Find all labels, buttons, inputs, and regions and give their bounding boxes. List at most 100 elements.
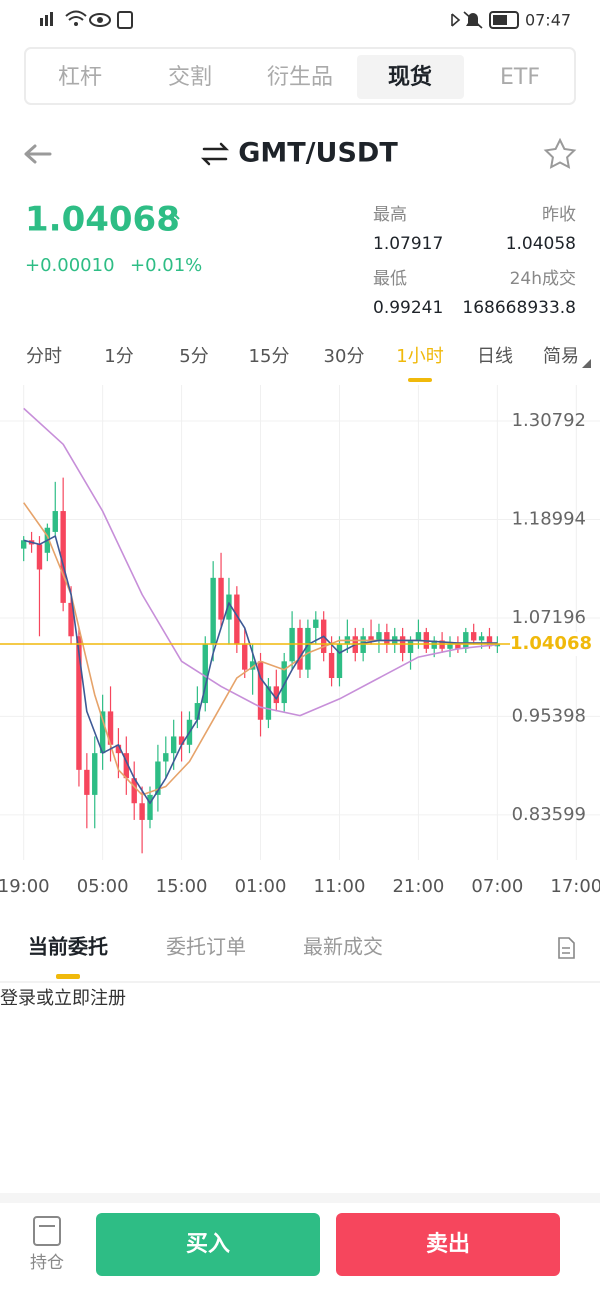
candle-body [155,761,161,795]
login-prompt[interactable]: 登录或立即注册 [0,988,126,1009]
back-button[interactable] [24,144,52,164]
interval-tab[interactable]: 30分 [324,346,365,367]
candle-body [376,632,382,641]
order-tab[interactable]: 委托订单 [166,935,246,959]
candle-body [281,661,287,704]
stat-value: 1.07917 [373,234,443,254]
order-tabs: 当前委托 委托订单 最新成交 [28,935,383,979]
candle-body [92,753,98,795]
candle-body [313,619,319,628]
candle-body [273,686,280,704]
candle-body [407,640,414,653]
candle-body [455,644,461,649]
price-change-percent: +0.01% [130,255,202,276]
candle-body [178,736,185,745]
candle-body [107,711,114,745]
market-tab[interactable]: ETF [500,65,540,90]
order-tab[interactable]: 最新成交 [303,935,383,959]
stat-label: 最低 [373,269,407,289]
candle-body [52,511,58,532]
candle-body [147,794,153,820]
candle-body [265,686,272,720]
orders-icon[interactable] [558,937,575,959]
moving-average-line [23,535,498,804]
candle-body [328,652,335,679]
interval-tab[interactable]: 1分 [104,346,133,367]
y-tick-label: 1.07196 [512,607,586,628]
market-tab[interactable]: 杠杆 [58,65,102,90]
stat-label: 昨收 [542,205,576,225]
candle-body [470,632,477,641]
market-tab[interactable]: 交割 [168,65,212,90]
status-time: 07:47 [525,11,571,30]
candle-body [305,627,311,670]
stat-value: 1.04058 [506,234,576,254]
last-price-bg [510,632,600,657]
candle-body [139,803,145,820]
sell-label[interactable]: 卖出 [426,1231,470,1257]
interval-tab[interactable]: 15分 [249,346,290,367]
interval-tab[interactable]: 分时 [26,346,62,367]
x-tick-label: 07:00 [471,876,523,897]
candle-body [336,644,343,679]
favorite-star[interactable] [543,137,577,169]
candle-body [368,636,374,641]
candle-body [60,511,66,603]
interval-tab[interactable]: 简易 [543,346,579,367]
active-tab-bg [357,55,464,99]
market-tabs: 杠杆 交割 衍生品 现货 ETF [58,64,540,90]
x-tick-label: 15:00 [156,876,208,897]
interval-tab[interactable]: 5分 [179,346,208,367]
stats: 最高 1.07917 昨收 1.04058 最低 0.99241 24h成交 16866893… [373,205,576,318]
buy-label[interactable]: 买入 [186,1232,230,1257]
holdings-label[interactable]: 持仓 [30,1253,64,1273]
candle-body [194,703,201,720]
price-change: +0.00010 [25,255,115,276]
y-tick-label: 0.95398 [512,705,586,726]
candle-body [115,744,122,754]
candle-body [478,636,485,641]
x-tick-label: 17:00 [550,876,600,897]
y-tick-label: 0.83599 [512,804,586,825]
candle-body [99,711,106,754]
candle-body [210,577,216,645]
x-tick-label: 19:00 [0,876,50,897]
up-arrow [166,211,180,228]
candle-body [20,540,27,549]
last-price: 1.04068 [25,200,180,240]
candle-body [68,602,74,637]
candle-body [486,636,493,647]
stat-value: 0.99241 [373,298,443,318]
candle-body [249,661,256,670]
candle-body [123,753,130,779]
candle-body [257,661,264,720]
candle-body [226,594,232,620]
market-tab[interactable]: 现货 [388,64,432,90]
last-price-label: 1.04068 [510,633,592,654]
candle-body [170,736,177,754]
candle-body [202,644,208,704]
holdings-icon[interactable] [33,1216,61,1246]
order-tab-underline [56,974,80,979]
stat-value: 168668933.8 [462,298,576,318]
interval-tab[interactable]: 日线 [477,346,513,367]
y-tick-label: 1.18994 [512,508,586,529]
bottom-separator [0,1193,600,1203]
interval-tab[interactable]: 1小时 [396,346,443,367]
buy-button[interactable] [96,1213,320,1276]
candle-body [415,632,422,641]
candle-body [297,627,303,670]
market-tab[interactable]: 衍生品 [267,65,333,90]
x-tick-label: 11:00 [314,876,366,897]
dropdown-caret [582,359,591,368]
pair-title[interactable]: GMT/USDT [238,138,398,169]
interval-underline [408,378,432,382]
sell-button[interactable] [336,1213,560,1276]
order-tab[interactable]: 当前委托 [28,935,108,959]
candle-body [384,632,390,645]
x-tick-label: 05:00 [77,876,129,897]
switch-icon[interactable] [200,142,230,166]
candle-body [463,632,469,649]
